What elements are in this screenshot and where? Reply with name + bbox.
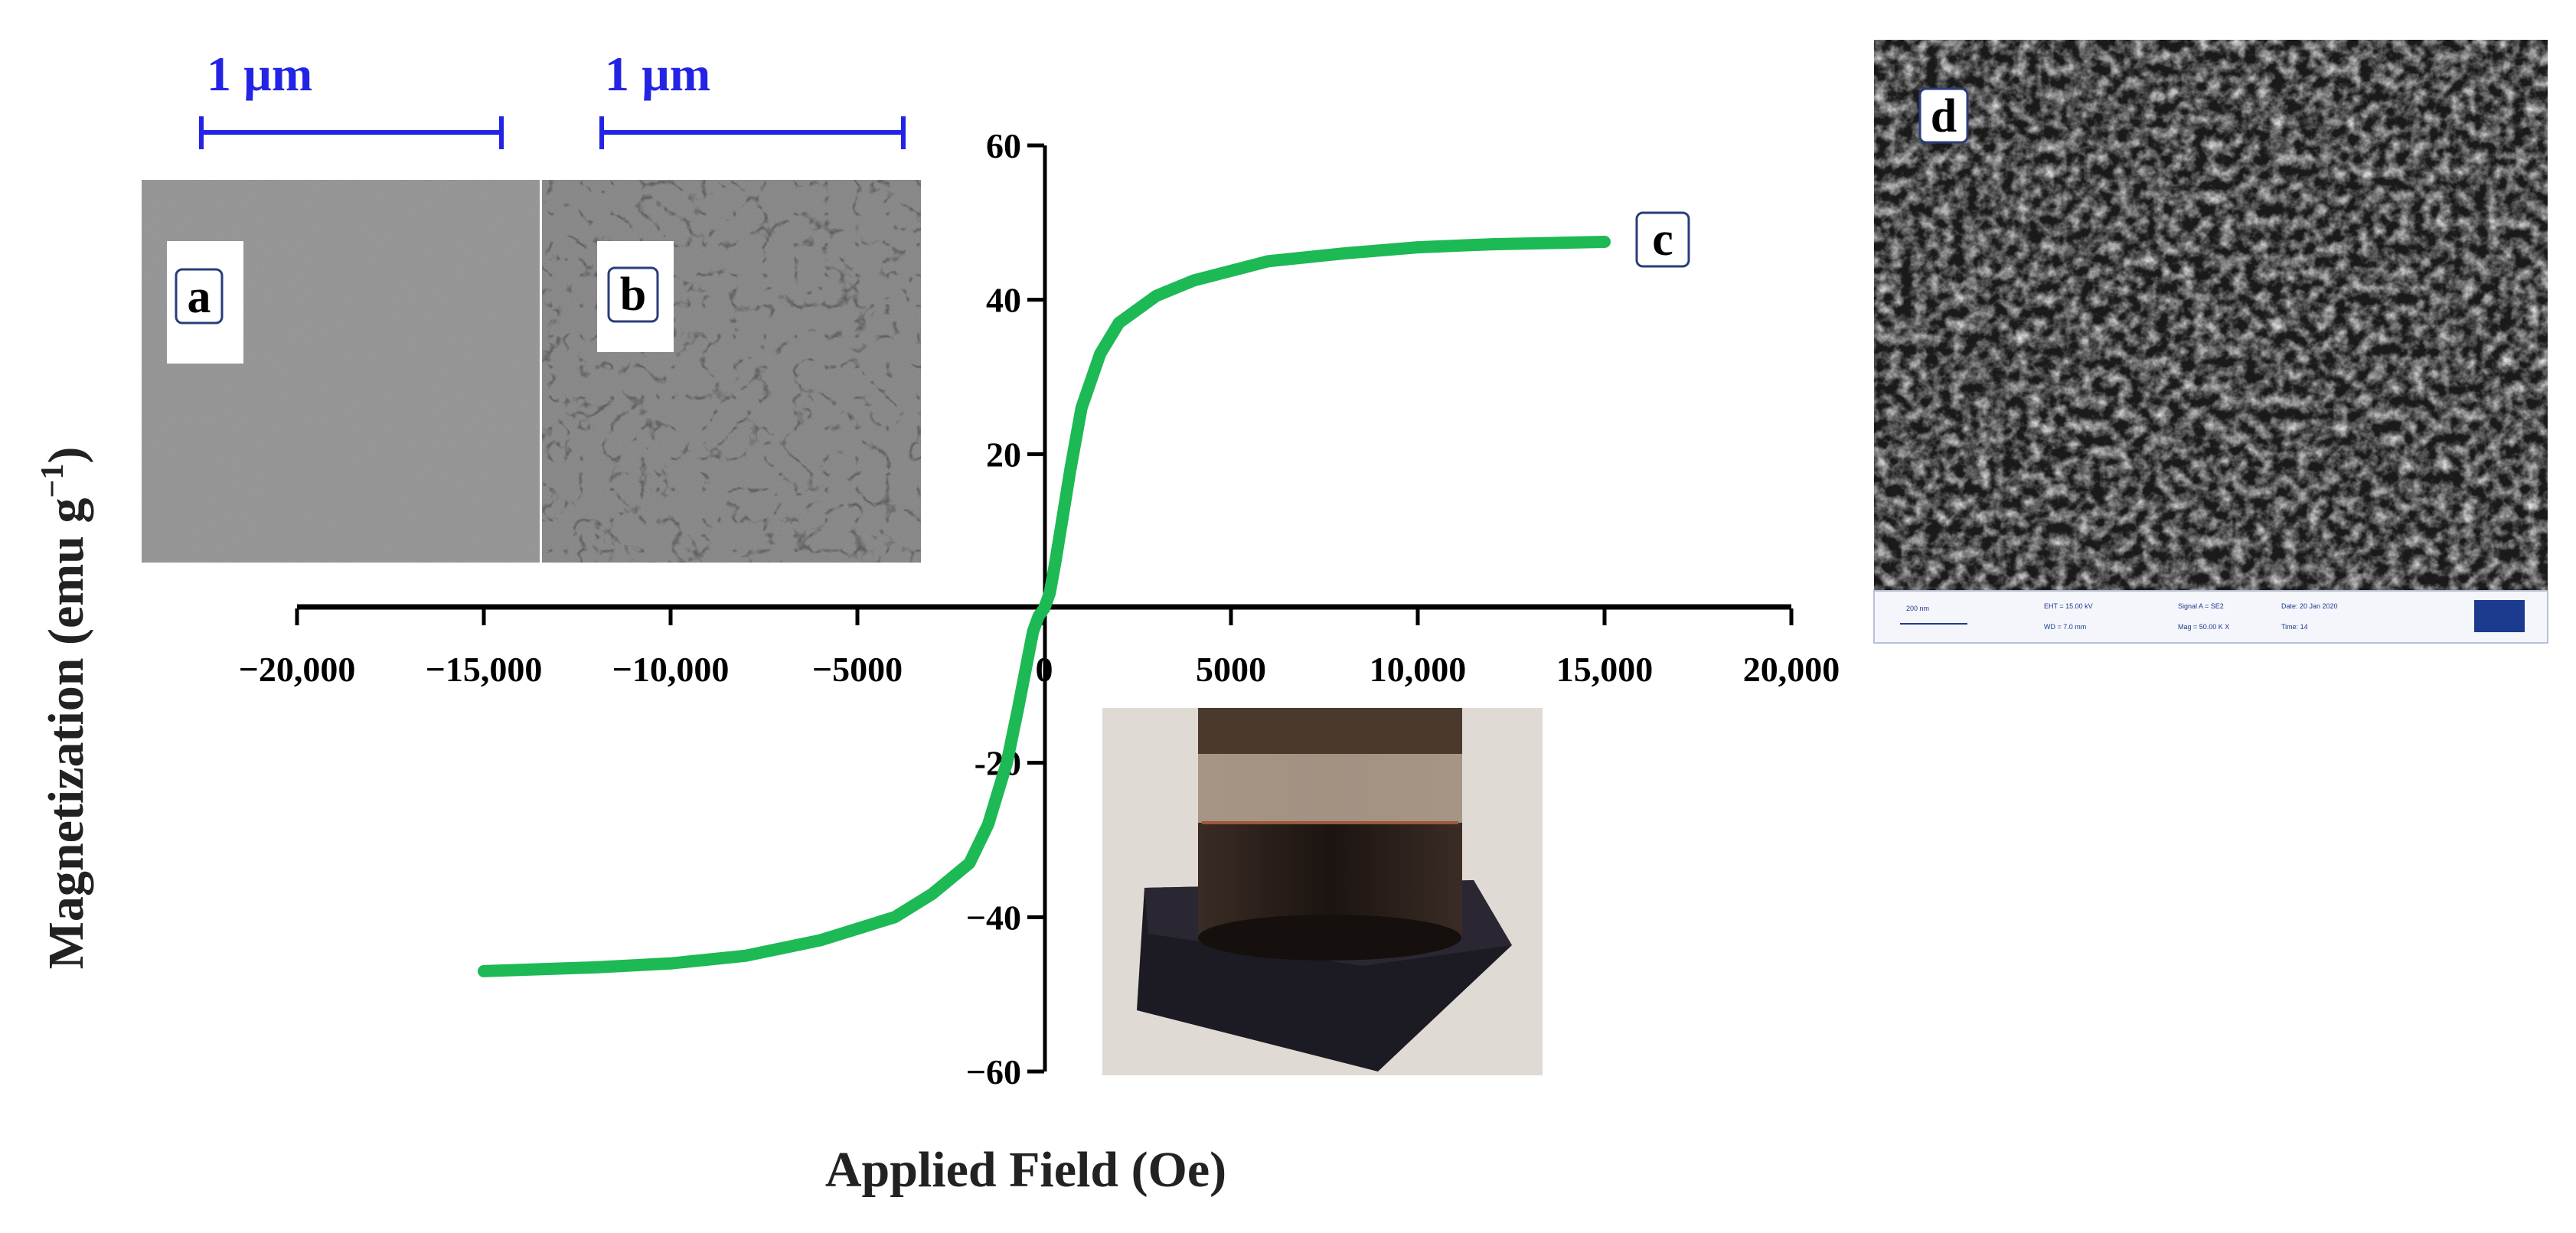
svg-text:200 nm: 200 nm (1906, 605, 1929, 612)
x-tick-label: 0 (1036, 650, 1053, 689)
scale-bar-b: 1 µm (599, 47, 906, 149)
svg-text:Signal A = SE2: Signal A = SE2 (2178, 602, 2224, 610)
y-tick-label: −40 (966, 898, 1021, 937)
scale-bar-b-label: 1 µm (605, 47, 710, 101)
sem-panel-a: a (142, 180, 540, 563)
x-axis-title: Applied Field (Oe) (825, 1142, 1226, 1198)
scale-bar-a-label: 1 µm (207, 47, 312, 101)
x-tick-label: −20,000 (239, 650, 356, 689)
x-tick-label: 10,000 (1370, 650, 1467, 689)
y-axis-title-main: Magnetization (emu g (38, 498, 94, 970)
y-axis-title: Magnetization (emu g−1) (35, 447, 94, 970)
panel-letter-d: d (1931, 90, 1957, 142)
svg-text:Mag = 50.00 K X: Mag = 50.00 K X (2178, 623, 2229, 631)
y-axis-title-sup: −1 (35, 464, 70, 498)
x-tick-label: −5000 (812, 650, 903, 689)
magnet-photo (1102, 708, 1543, 1075)
panel-letter-a: a (188, 271, 211, 323)
magnetization-chart: −20,000 −15,000 −10,000 −5000 0 5000 10,000 15,… (239, 126, 1840, 1091)
x-tick-label: 20,000 (1743, 650, 1840, 689)
x-tick-label: 5000 (1196, 650, 1266, 689)
panel-c-label: c (1635, 211, 1690, 268)
y-tick-label: 20 (986, 435, 1021, 474)
sem-info-bar: 200 nm EHT = 15.00 kV WD = 7.0 mm Signal… (1900, 600, 2525, 632)
panel-letter-b: b (620, 269, 646, 321)
svg-text:EHT = 15.00 kV: EHT = 15.00 kV (2044, 602, 2093, 610)
y-tick-label: −60 (966, 1052, 1021, 1091)
svg-text:Time: 14: Time: 14 (2281, 623, 2308, 631)
x-ticks: −20,000 −15,000 −10,000 −5000 0 5000 10,000 15,… (239, 608, 1840, 689)
sem-panel-d: 200 nm EHT = 15.00 kV WD = 7.0 mm Signal… (1873, 40, 2548, 644)
magnetization-curve (478, 236, 1611, 977)
x-tick-label: −15,000 (426, 650, 543, 689)
x-tick-label: 15,000 (1556, 650, 1654, 689)
y-tick-label: 40 (986, 281, 1021, 320)
panel-letter-c: c (1652, 214, 1673, 266)
svg-text:WD = 7.0 mm: WD = 7.0 mm (2044, 623, 2086, 631)
x-tick-label: −10,000 (612, 650, 730, 689)
sem-panel-b: b (542, 180, 921, 563)
svg-text:Date: 20 Jan 2020: Date: 20 Jan 2020 (2281, 602, 2338, 610)
y-tick-label: 60 (986, 126, 1021, 165)
y-axis-title-close: ) (38, 447, 94, 464)
scale-bar-a: 1 µm (199, 47, 504, 149)
